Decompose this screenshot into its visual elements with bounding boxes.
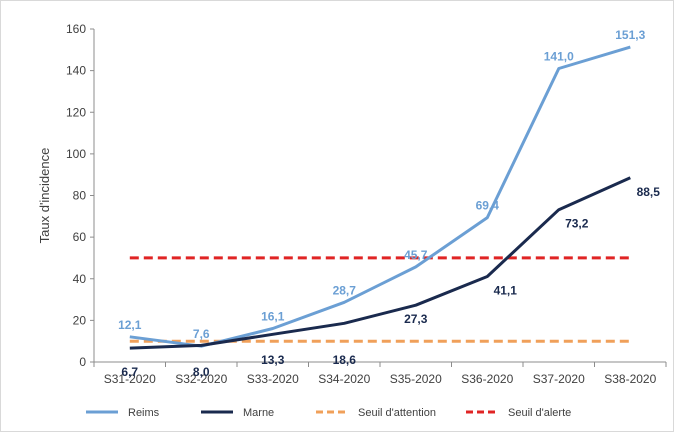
y-tick-label: 40 — [73, 272, 87, 286]
data-label: 12,1 — [118, 318, 142, 332]
data-label: 13,3 — [261, 353, 285, 367]
legend-label: Reims — [128, 407, 160, 419]
data-label: 8,0 — [193, 365, 210, 379]
axes: 0 20 40 60 80 100 120 140 160 S31-2020 S32-2020 S33… — [37, 22, 667, 386]
x-tick-label: S37-2020 — [533, 372, 585, 386]
data-label: 16,1 — [261, 309, 285, 323]
y-tick-label: 140 — [66, 64, 86, 78]
x-tick-label: S34-2020 — [318, 372, 370, 386]
x-tick-label: S31-2020 — [104, 372, 156, 386]
x-tick-label: S35-2020 — [390, 372, 442, 386]
data-label: 69,4 — [476, 199, 500, 213]
y-tick-label: 100 — [66, 147, 86, 161]
data-label: 141,0 — [544, 50, 574, 64]
data-label: 18,6 — [333, 353, 357, 367]
legend: Reims Marne Seuil d'attention Seuil d'alert… — [86, 407, 571, 419]
x-tick-label: S32-2020 — [175, 372, 227, 386]
data-label: 7,6 — [193, 327, 210, 341]
y-tick-label: 20 — [73, 313, 87, 327]
x-tick-label: S38-2020 — [604, 372, 656, 386]
y-axis-label: Taux d'incidence — [37, 148, 52, 244]
y-tick-label: 120 — [66, 105, 86, 119]
data-label: 73,2 — [565, 217, 589, 231]
x-tick-label: S33-2020 — [247, 372, 299, 386]
x-tick-label: S36-2020 — [461, 372, 513, 386]
data-label: 28,7 — [333, 283, 357, 297]
legend-label: Seuil d'alerte — [508, 407, 571, 419]
legend-label: Marne — [243, 407, 274, 419]
data-label: 45,7 — [404, 248, 428, 262]
data-label: 6,7 — [121, 365, 138, 379]
data-label: 27,3 — [404, 312, 428, 326]
y-tick-label: 0 — [79, 355, 86, 369]
series-lines — [129, 45, 631, 350]
data-label: 41,1 — [494, 283, 518, 297]
data-label: 88,5 — [637, 185, 661, 199]
series-line-1 — [129, 176, 631, 350]
y-tick-label: 160 — [66, 22, 86, 36]
data-label: 151,3 — [615, 28, 645, 42]
data-labels: 12,1 7,6 16,1 28,7 45,7 69,4 141,0 151,3 6,7 8,0 1… — [118, 28, 660, 379]
series-line-0 — [129, 45, 631, 348]
y-tick-label: 80 — [73, 189, 87, 203]
y-tick-label: 60 — [73, 230, 87, 244]
legend-label: Seuil d'attention — [358, 407, 436, 419]
